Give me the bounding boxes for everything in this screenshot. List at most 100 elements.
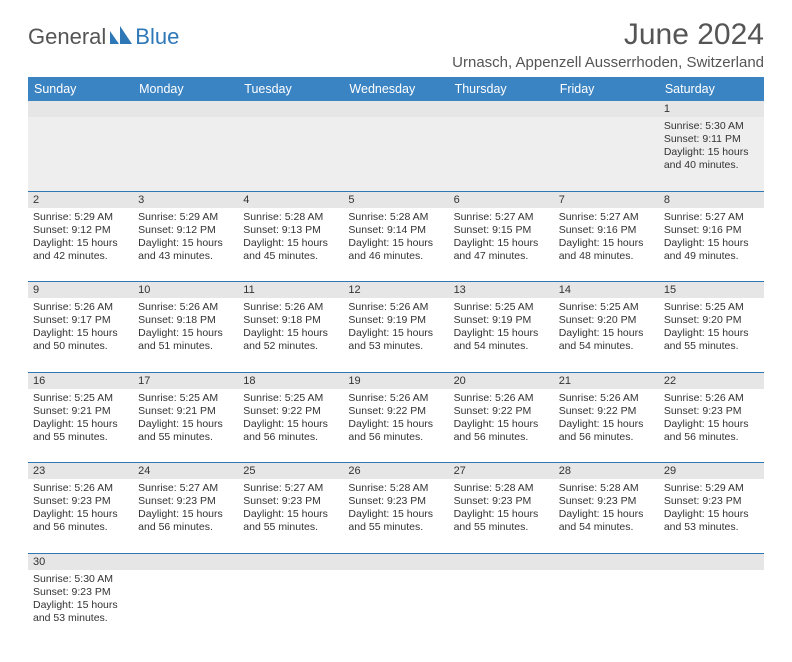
day-number-cell: 18: [238, 372, 343, 389]
sunset-text: Sunset: 9:22 PM: [243, 405, 338, 418]
daylight-text: and 43 minutes.: [138, 250, 233, 263]
daynum-row: 9101112131415: [28, 282, 764, 299]
day-number-cell: [449, 553, 554, 570]
daylight-text: Daylight: 15 hours: [664, 418, 759, 431]
day-number-cell: [343, 101, 448, 117]
weekday-header: Friday: [554, 77, 659, 101]
weekday-header: Sunday: [28, 77, 133, 101]
day-cell: Sunrise: 5:28 AMSunset: 9:13 PMDaylight:…: [238, 208, 343, 282]
day-cell: [554, 117, 659, 191]
daylight-text: Daylight: 15 hours: [454, 508, 549, 521]
week-row: Sunrise: 5:25 AMSunset: 9:21 PMDaylight:…: [28, 389, 764, 463]
daynum-row: 23242526272829: [28, 463, 764, 480]
sunset-text: Sunset: 9:22 PM: [348, 405, 443, 418]
day-number-cell: 20: [449, 372, 554, 389]
day-cell: [238, 570, 343, 644]
daylight-text: and 56 minutes.: [348, 431, 443, 444]
brand-mark-icon: [110, 26, 132, 49]
daylight-text: Daylight: 15 hours: [559, 508, 654, 521]
sunrise-text: Sunrise: 5:27 AM: [243, 482, 338, 495]
sunrise-text: Sunrise: 5:28 AM: [348, 211, 443, 224]
daylight-text: Daylight: 15 hours: [33, 327, 128, 340]
day-cell: Sunrise: 5:25 AMSunset: 9:20 PMDaylight:…: [659, 298, 764, 372]
sunrise-text: Sunrise: 5:28 AM: [454, 482, 549, 495]
daylight-text: and 52 minutes.: [243, 340, 338, 353]
daylight-text: Daylight: 15 hours: [348, 237, 443, 250]
day-cell: [238, 117, 343, 191]
day-cell: Sunrise: 5:26 AMSunset: 9:23 PMDaylight:…: [28, 479, 133, 553]
day-number-cell: 19: [343, 372, 448, 389]
page-header: General Blue June 2024 Urnasch, Appenzel…: [28, 18, 764, 71]
daylight-text: and 55 minutes.: [348, 521, 443, 534]
daylight-text: Daylight: 15 hours: [243, 508, 338, 521]
day-number-cell: 23: [28, 463, 133, 480]
sunrise-text: Sunrise: 5:26 AM: [33, 301, 128, 314]
daylight-text: and 55 minutes.: [664, 340, 759, 353]
sunrise-text: Sunrise: 5:29 AM: [138, 211, 233, 224]
daylight-text: Daylight: 15 hours: [138, 418, 233, 431]
daylight-text: Daylight: 15 hours: [243, 327, 338, 340]
daylight-text: and 55 minutes.: [454, 521, 549, 534]
daylight-text: and 56 minutes.: [243, 431, 338, 444]
day-cell: Sunrise: 5:25 AMSunset: 9:20 PMDaylight:…: [554, 298, 659, 372]
daylight-text: Daylight: 15 hours: [559, 327, 654, 340]
day-number-cell: 17: [133, 372, 238, 389]
day-number-cell: 5: [343, 191, 448, 208]
day-cell: [554, 570, 659, 644]
day-cell: Sunrise: 5:26 AMSunset: 9:22 PMDaylight:…: [554, 389, 659, 463]
sunset-text: Sunset: 9:23 PM: [348, 495, 443, 508]
sunset-text: Sunset: 9:21 PM: [138, 405, 233, 418]
day-number-cell: 10: [133, 282, 238, 299]
sunset-text: Sunset: 9:15 PM: [454, 224, 549, 237]
daynum-row: 16171819202122: [28, 372, 764, 389]
day-number-cell: 12: [343, 282, 448, 299]
day-cell: Sunrise: 5:28 AMSunset: 9:23 PMDaylight:…: [554, 479, 659, 553]
day-number-cell: 22: [659, 372, 764, 389]
weekday-header: Tuesday: [238, 77, 343, 101]
daylight-text: and 56 minutes.: [33, 521, 128, 534]
day-cell: Sunrise: 5:25 AMSunset: 9:19 PMDaylight:…: [449, 298, 554, 372]
day-cell: Sunrise: 5:26 AMSunset: 9:18 PMDaylight:…: [133, 298, 238, 372]
day-cell: [659, 570, 764, 644]
daylight-text: and 50 minutes.: [33, 340, 128, 353]
daylight-text: Daylight: 15 hours: [454, 237, 549, 250]
daylight-text: Daylight: 15 hours: [33, 418, 128, 431]
day-number-cell: [554, 101, 659, 117]
day-cell: [133, 117, 238, 191]
day-number-cell: 4: [238, 191, 343, 208]
day-number-cell: [133, 101, 238, 117]
sunrise-text: Sunrise: 5:26 AM: [33, 482, 128, 495]
day-cell: Sunrise: 5:29 AMSunset: 9:23 PMDaylight:…: [659, 479, 764, 553]
daylight-text: Daylight: 15 hours: [243, 237, 338, 250]
sunrise-text: Sunrise: 5:25 AM: [138, 392, 233, 405]
sunrise-text: Sunrise: 5:25 AM: [33, 392, 128, 405]
day-number-cell: 24: [133, 463, 238, 480]
sunset-text: Sunset: 9:23 PM: [454, 495, 549, 508]
sunset-text: Sunset: 9:23 PM: [243, 495, 338, 508]
daylight-text: and 54 minutes.: [559, 340, 654, 353]
day-number-cell: [659, 553, 764, 570]
day-cell: Sunrise: 5:27 AMSunset: 9:16 PMDaylight:…: [659, 208, 764, 282]
day-cell: Sunrise: 5:28 AMSunset: 9:23 PMDaylight:…: [449, 479, 554, 553]
sunset-text: Sunset: 9:19 PM: [454, 314, 549, 327]
sunset-text: Sunset: 9:23 PM: [33, 586, 128, 599]
daylight-text: and 53 minutes.: [348, 340, 443, 353]
sunset-text: Sunset: 9:16 PM: [664, 224, 759, 237]
sunset-text: Sunset: 9:18 PM: [138, 314, 233, 327]
calendar-table: Sunday Monday Tuesday Wednesday Thursday…: [28, 77, 764, 644]
day-cell: Sunrise: 5:27 AMSunset: 9:15 PMDaylight:…: [449, 208, 554, 282]
brand-part2: Blue: [135, 24, 179, 50]
sunrise-text: Sunrise: 5:26 AM: [348, 301, 443, 314]
day-number-cell: 15: [659, 282, 764, 299]
daylight-text: and 56 minutes.: [664, 431, 759, 444]
daylight-text: Daylight: 15 hours: [664, 508, 759, 521]
day-cell: Sunrise: 5:26 AMSunset: 9:18 PMDaylight:…: [238, 298, 343, 372]
sunrise-text: Sunrise: 5:30 AM: [664, 120, 759, 133]
day-number-cell: 29: [659, 463, 764, 480]
daylight-text: and 46 minutes.: [348, 250, 443, 263]
day-cell: Sunrise: 5:26 AMSunset: 9:22 PMDaylight:…: [343, 389, 448, 463]
day-number-cell: 25: [238, 463, 343, 480]
day-number-cell: [449, 101, 554, 117]
week-row: Sunrise: 5:30 AMSunset: 9:11 PMDaylight:…: [28, 117, 764, 191]
sunset-text: Sunset: 9:11 PM: [664, 133, 759, 146]
